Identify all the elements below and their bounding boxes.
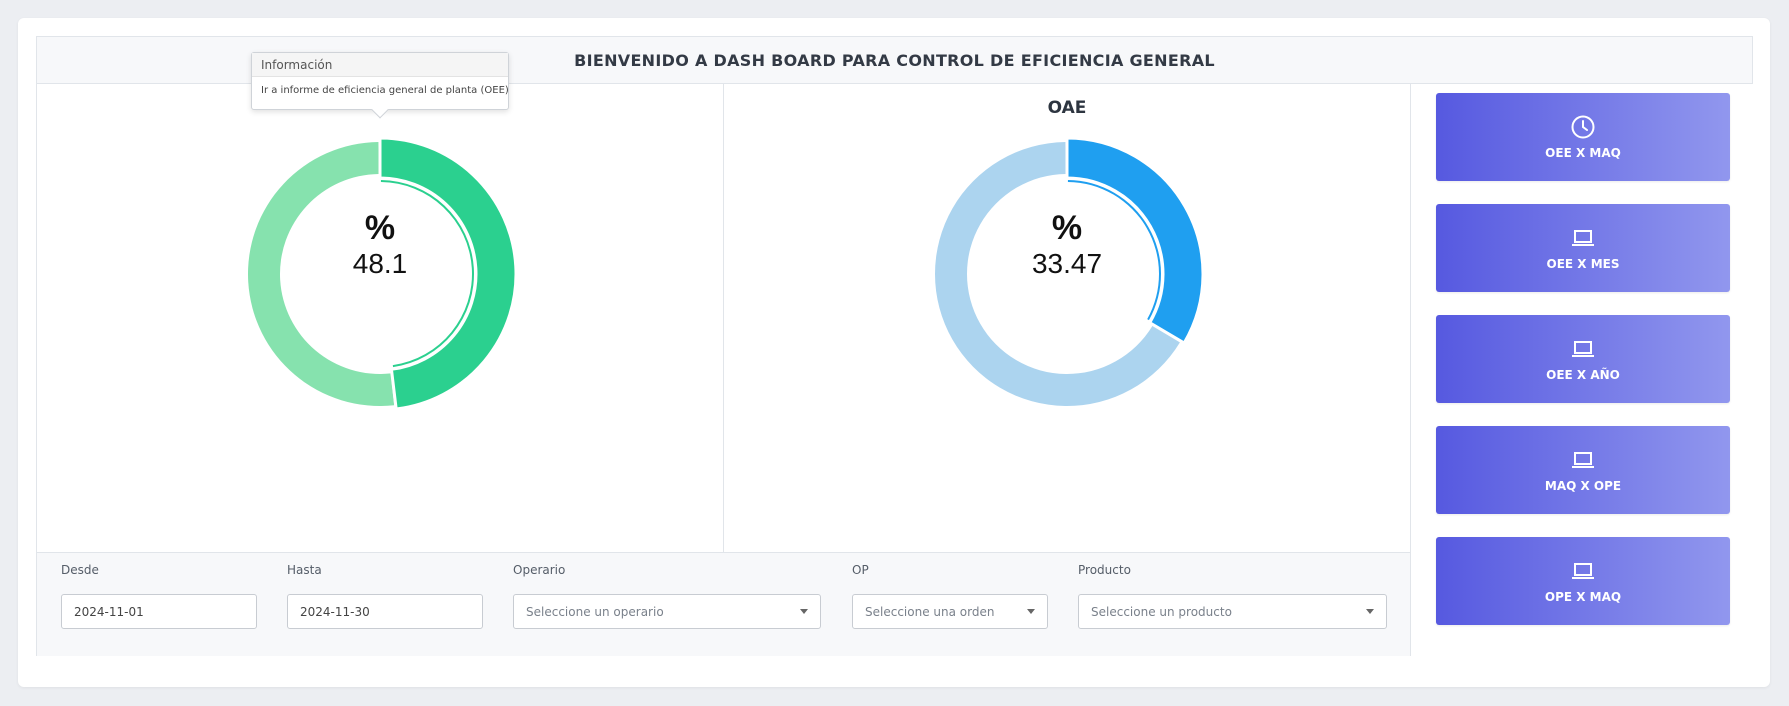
chevron-down-icon	[1366, 609, 1374, 614]
hasta-date-input[interactable]: 2024-11-30	[287, 594, 483, 629]
tooltip-title: Información	[252, 53, 508, 77]
operario-select[interactable]: Seleccione un operario	[513, 594, 821, 629]
tooltip-body: Ir a informe de eficiencia general de pl…	[261, 85, 509, 96]
laptop-icon	[1572, 563, 1594, 579]
page-title: BIENVENIDO A DASH BOARD PARA CONTROL DE …	[574, 50, 1215, 70]
oee-donut-center: % 48.1	[280, 210, 480, 282]
oee-donut-rest-segment[interactable]	[248, 142, 395, 406]
oee-donut-main-segment[interactable]	[378, 136, 518, 411]
operario-placeholder: Seleccione un operario	[526, 604, 664, 619]
chevron-down-icon	[1027, 609, 1035, 614]
oee-x-maq-button[interactable]: OEE X MAQ	[1436, 93, 1730, 181]
oae-value: 33.47	[1031, 248, 1103, 279]
nav-label: OEE X MES	[1546, 257, 1620, 271]
ope-x-maq-button[interactable]: OPE X MAQ	[1436, 537, 1730, 625]
oee-value: 48.1	[352, 248, 408, 279]
desde-date-input[interactable]: 2024-11-01	[61, 594, 257, 629]
dashboard-frame: BIENVENIDO A DASH BOARD PARA CONTROL DE …	[36, 36, 1754, 656]
producto-label: Producto	[1078, 563, 1131, 577]
hasta-label: Hasta	[287, 563, 322, 577]
oee-x-mes-button[interactable]: OEE X MES	[1436, 204, 1730, 292]
filter-hasta: Hasta 2024-11-30	[287, 563, 483, 629]
desde-value: 2024-11-01	[74, 604, 144, 619]
info-tooltip: Información Ir a informe de eficiencia g…	[251, 52, 509, 119]
oee-chart-panel: % 48.1	[37, 84, 724, 552]
oee-donut-chart[interactable]	[37, 84, 724, 552]
desde-label: Desde	[61, 563, 99, 577]
clock-icon	[1571, 115, 1595, 139]
filter-producto: Producto Seleccione un producto	[1078, 563, 1387, 629]
laptop-icon	[1572, 341, 1594, 357]
filter-bar: Desde 2024-11-01 Hasta 2024-11-30 Operar…	[37, 552, 1411, 656]
oae-percent-symbol: %	[1051, 209, 1083, 247]
producto-select[interactable]: Seleccione un producto	[1078, 594, 1387, 629]
laptop-icon	[1572, 230, 1594, 246]
oae-donut-inner-ring	[1067, 180, 1161, 321]
oee-percent-symbol: %	[364, 209, 396, 247]
operario-label: Operario	[513, 563, 566, 577]
oae-donut-center: % 33.47	[967, 210, 1167, 282]
side-nav: OEE X MAQ OEE X MES OEE X AÑO MAQ X OPE	[1411, 84, 1754, 656]
laptop-icon	[1572, 452, 1594, 468]
oae-chart-panel: OAE % 33.47	[724, 84, 1411, 552]
oee-x-ano-button[interactable]: OEE X AÑO	[1436, 315, 1730, 403]
op-select[interactable]: Seleccione una orden	[852, 594, 1048, 629]
op-label: OP	[852, 563, 869, 577]
nav-label: OEE X AÑO	[1546, 368, 1620, 382]
hasta-value: 2024-11-30	[300, 604, 370, 619]
oae-chart-label: OAE	[1047, 98, 1087, 118]
op-placeholder: Seleccione una orden	[865, 604, 995, 619]
maq-x-ope-button[interactable]: MAQ X OPE	[1436, 426, 1730, 514]
nav-label: OEE X MAQ	[1545, 146, 1621, 160]
filter-operario: Operario Seleccione un operario	[513, 563, 821, 629]
nav-label: OPE X MAQ	[1544, 590, 1622, 604]
oae-donut-chart[interactable]	[724, 84, 1411, 552]
chevron-down-icon	[800, 609, 808, 614]
nav-label: MAQ X OPE	[1544, 479, 1622, 493]
oae-donut-main-segment[interactable]	[1065, 136, 1205, 346]
filter-desde: Desde 2024-11-01	[61, 563, 257, 629]
filter-op: OP Seleccione una orden	[852, 563, 1048, 629]
producto-placeholder: Seleccione un producto	[1091, 604, 1232, 619]
